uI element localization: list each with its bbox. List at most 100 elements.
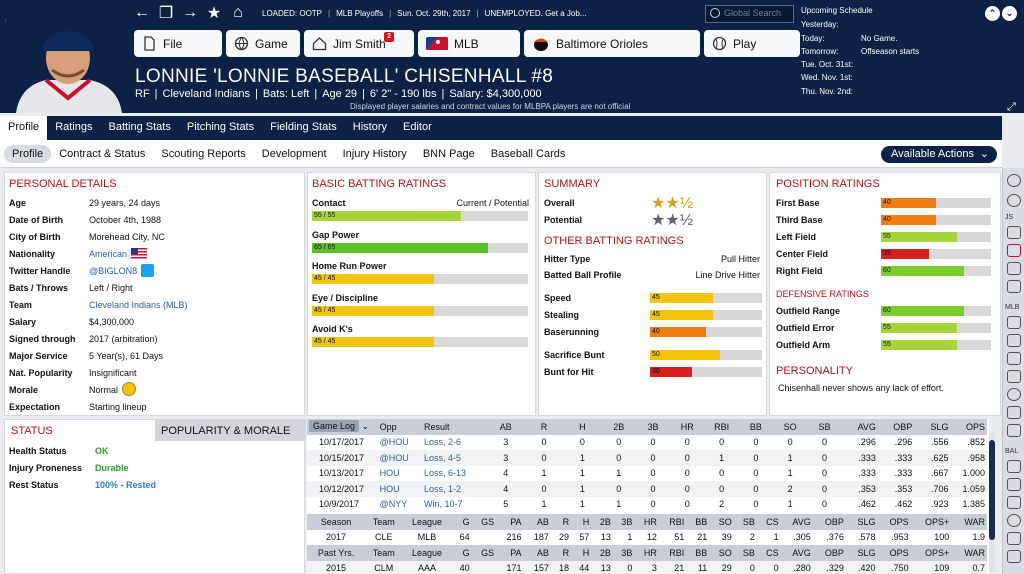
rating-bar: 60 (881, 306, 991, 316)
rating-bar: 55 (881, 232, 991, 242)
schedule-row: Yesterday: (801, 20, 839, 29)
subtab-contract-status[interactable]: Contract & Status (59, 147, 146, 160)
table-cell[interactable]: Loss, 2-6 (424, 437, 462, 448)
col-header: RBI (704, 419, 739, 435)
home-icon[interactable] (1007, 226, 1021, 239)
tab-popularity-morale[interactable]: POPULARITY & MORALE (155, 420, 306, 441)
table-cell: 51 (674, 532, 685, 543)
gear-icon[interactable] (1007, 424, 1021, 437)
expand-icon[interactable]: ⤢ (1007, 101, 1016, 113)
col-header: HR (670, 419, 705, 435)
transfer-icon[interactable] (1007, 406, 1021, 419)
hitter-type-label: Hitter Type (544, 254, 591, 264)
table-cell[interactable]: HOU (377, 481, 422, 497)
table-cell[interactable]: Loss, 1-2 (422, 481, 487, 497)
subtab-injury-history[interactable]: Injury History (342, 147, 407, 160)
table-cell: 1 (563, 450, 602, 466)
baseball-icon[interactable] (1007, 514, 1021, 527)
table-cell: 11 (686, 560, 710, 574)
subtab-profile[interactable]: Profile (4, 144, 52, 163)
twitter-link[interactable]: @BIGLON8 (89, 266, 138, 276)
table-cell: 1 (787, 499, 793, 510)
chat-icon[interactable] (1007, 280, 1021, 293)
list-icon[interactable] (1007, 352, 1021, 365)
scrollbar-thumb[interactable] (989, 440, 995, 540)
table-cell: .667 (931, 468, 949, 479)
subtab-bnn-page[interactable]: BNN Page (422, 147, 475, 160)
forward-arrow-icon[interactable]: → (182, 4, 198, 21)
mail-icon[interactable] (1007, 244, 1021, 257)
table-cell: .333 (877, 450, 915, 466)
chevron-down-icon[interactable]: ⌄ (1002, 6, 1017, 21)
table-cell[interactable]: @HOU (379, 437, 409, 448)
star-icon[interactable]: ★ (206, 5, 222, 22)
home-icon[interactable] (1007, 316, 1021, 329)
table-scrollbar[interactable] (989, 432, 995, 572)
subtab-baseball-cards[interactable]: Baseball Cards (490, 147, 566, 160)
table-cell: RBI (658, 514, 687, 530)
chart-icon[interactable] (1007, 370, 1021, 383)
potential-label: Potential (544, 215, 583, 225)
table-cell: AVG (780, 545, 813, 561)
people-icon[interactable] (1007, 262, 1021, 275)
home-icon[interactable] (1007, 460, 1021, 473)
tab-status[interactable]: STATUS (5, 420, 155, 441)
team-link[interactable]: Cleveland Indians (MLB) (89, 300, 188, 310)
transfer-icon[interactable] (1007, 532, 1021, 545)
file-button[interactable]: File (134, 30, 222, 57)
mlb-button[interactable]: MLB (418, 30, 520, 57)
table-cell[interactable]: HOU (379, 468, 400, 479)
table-cell: SB (733, 545, 757, 561)
home-icon[interactable]: ⌂ (233, 4, 243, 21)
table-cell: 0 (635, 481, 671, 497)
personal-details-title: PERSONAL DETAILS (9, 178, 117, 190)
nationality-link[interactable]: American (89, 249, 128, 259)
table-row: 2017 CLE MLB 64 216 187 29 57 13 1 12 51 21 39 2 1.305.… (307, 530, 987, 546)
orioles-button[interactable]: Baltimore Orioles (524, 30, 700, 57)
table-cell[interactable]: Loss, 6-13 (424, 468, 467, 479)
player-team[interactable]: Cleveland Indians (162, 88, 250, 100)
table-cell[interactable]: Win, 10-7 (424, 499, 463, 510)
table-cell: 2 (773, 481, 808, 497)
tab-batting-stats[interactable]: Batting Stats (108, 121, 171, 133)
global-search-input[interactable]: Global Search (705, 5, 794, 23)
job-text[interactable]: UNEMPLOYED. Get a Job... (484, 8, 587, 18)
table-cell: OBP (812, 545, 846, 561)
shield-icon[interactable] (1007, 334, 1021, 347)
table-cell: 3B (612, 545, 635, 561)
rating-bar-text: 45 / 45 (314, 338, 336, 345)
table-cell[interactable]: Loss, 4-5 (422, 450, 487, 466)
tab-ratings[interactable]: Ratings (55, 121, 93, 133)
globe-icon[interactable] (1007, 194, 1021, 207)
available-actions-button[interactable]: Available Actions ⌄ (881, 146, 997, 163)
table-cell: Team (365, 514, 403, 530)
baseball-icon[interactable] (1007, 388, 1021, 401)
check-icon[interactable] (1007, 174, 1021, 187)
table-cell[interactable]: @NYY (379, 499, 408, 510)
tab-editor[interactable]: Editor (403, 121, 432, 133)
subtab-scouting-reports[interactable]: Scouting Reports (161, 147, 246, 160)
list-icon[interactable] (1007, 496, 1021, 509)
rating-bar-fill (650, 367, 692, 377)
play-button[interactable]: Play (704, 30, 800, 57)
gear-icon[interactable] (1007, 550, 1021, 563)
rating-label: Eye / Discipline (312, 292, 379, 303)
tab-history[interactable]: History (352, 121, 388, 133)
back-arrow-icon[interactable]: ← (134, 4, 150, 21)
game-log-select[interactable]: Game Log ⌄ (307, 419, 378, 435)
table-cell: 4 (503, 468, 509, 479)
table-cell: 0 (650, 468, 656, 479)
game-button[interactable]: Game (226, 30, 300, 57)
table-cell: 12 (646, 532, 657, 543)
twitter-icon[interactable] (141, 264, 154, 277)
manager-button[interactable]: Jim Smith 2 (304, 30, 414, 57)
chevron-up-icon[interactable]: ⌃ (985, 6, 1000, 21)
rating-bar-text: 45 (652, 311, 660, 318)
copy-icon[interactable]: ❐ (158, 5, 174, 22)
table-cell[interactable]: @HOU (377, 450, 422, 466)
tab-profile[interactable]: Profile (0, 116, 48, 140)
subtab-development[interactable]: Development (261, 147, 327, 160)
shield-icon[interactable] (1007, 478, 1021, 491)
tab-pitching-stats[interactable]: Pitching Stats (186, 121, 255, 133)
tab-fielding-stats[interactable]: Fielding Stats (270, 121, 337, 133)
